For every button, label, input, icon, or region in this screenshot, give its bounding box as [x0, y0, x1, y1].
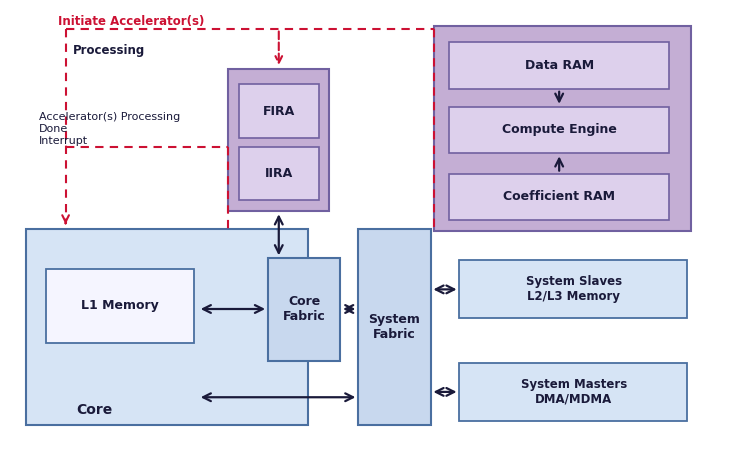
Text: Core: Core: [76, 403, 113, 417]
Text: Accelerator(s) Processing
Done
Interrupt: Accelerator(s) Processing Done Interrupt: [39, 112, 180, 146]
Text: Core
Fabric: Core Fabric: [283, 296, 325, 323]
Bar: [449, 173, 669, 220]
Text: IIRA: IIRA: [265, 167, 293, 180]
Bar: [449, 42, 669, 89]
Bar: [449, 107, 669, 153]
Text: Initiate Accelerator(s): Initiate Accelerator(s): [58, 15, 205, 29]
Text: Data RAM: Data RAM: [525, 59, 594, 72]
Bar: [239, 147, 319, 200]
Bar: [460, 363, 687, 421]
Text: Processing: Processing: [73, 44, 145, 58]
Bar: [46, 269, 194, 343]
Text: System Slaves
L2/L3 Memory: System Slaves L2/L3 Memory: [526, 276, 621, 303]
Text: Compute Engine: Compute Engine: [501, 123, 617, 136]
Bar: [228, 69, 330, 212]
Bar: [460, 261, 687, 318]
Bar: [358, 229, 431, 425]
Text: FIRA: FIRA: [262, 104, 295, 118]
Bar: [26, 229, 308, 425]
Text: System
Fabric: System Fabric: [368, 313, 420, 341]
Text: Coefficient RAM: Coefficient RAM: [503, 190, 616, 203]
Text: System Masters
DMA/MDMA: System Masters DMA/MDMA: [520, 378, 626, 406]
Bar: [239, 84, 319, 138]
Text: L1 Memory: L1 Memory: [81, 299, 159, 312]
Bar: [434, 26, 691, 232]
Bar: [268, 258, 340, 360]
